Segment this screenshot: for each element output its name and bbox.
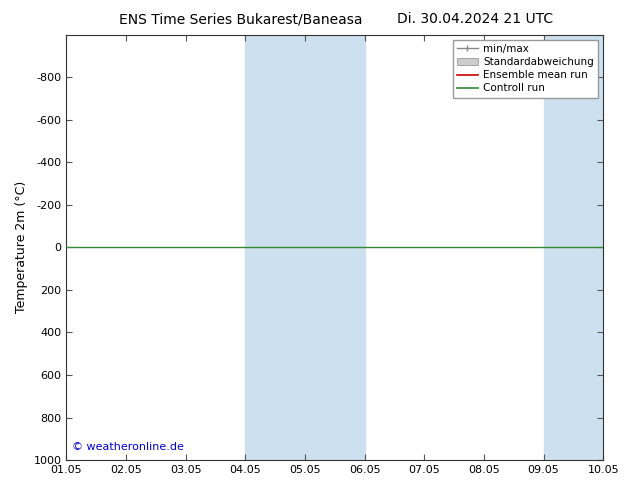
Y-axis label: Temperature 2m (°C): Temperature 2m (°C) bbox=[15, 181, 28, 314]
Text: ENS Time Series Bukarest/Baneasa: ENS Time Series Bukarest/Baneasa bbox=[119, 12, 363, 26]
Bar bbox=[245, 35, 305, 460]
Bar bbox=[305, 35, 365, 460]
Legend: min/max, Standardabweichung, Ensemble mean run, Controll run: min/max, Standardabweichung, Ensemble me… bbox=[453, 40, 598, 98]
Text: © weatheronline.de: © weatheronline.de bbox=[72, 441, 184, 452]
Bar bbox=[543, 35, 603, 460]
Text: Di. 30.04.2024 21 UTC: Di. 30.04.2024 21 UTC bbox=[398, 12, 553, 26]
